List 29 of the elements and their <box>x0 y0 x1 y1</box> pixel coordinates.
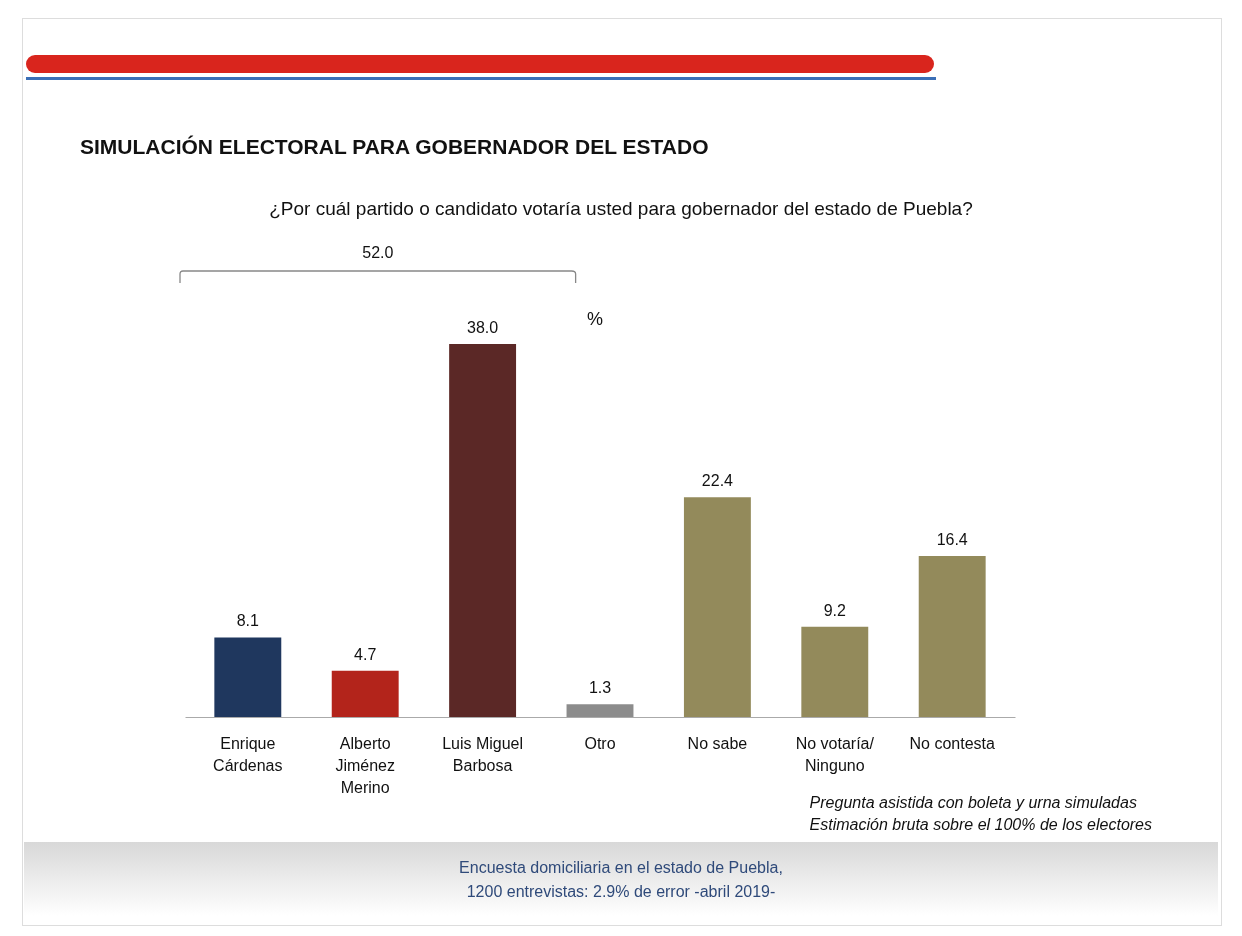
data-label: 4.7 <box>354 645 377 663</box>
text: Encuesta domiciliaria en el estado de Puebla, <box>458 858 784 878</box>
x-tick-label: Otro <box>584 734 616 752</box>
x-tick-label: Luis Miguel Barbosa <box>442 734 524 774</box>
text: Estimación bruta sobre el 100% de los electores <box>809 815 1152 835</box>
bar <box>449 344 517 717</box>
bar <box>801 626 869 717</box>
text: % <box>586 309 604 330</box>
x-tick-label: Alberto Jiménez Merino <box>335 734 395 796</box>
x-tick-label: Enrique Cárdenas <box>213 734 283 774</box>
text: 52.0 <box>361 244 395 262</box>
data-label: 16.4 <box>936 531 968 549</box>
bar <box>683 497 751 717</box>
bar <box>331 670 399 717</box>
x-tick-label: No contesta <box>909 734 995 752</box>
bar <box>214 637 282 717</box>
x-tick-label: No votaría/ Ninguno <box>795 734 875 774</box>
data-label: 38.0 <box>467 319 499 336</box>
bar <box>918 556 986 717</box>
bar <box>566 704 634 717</box>
chart-subtitle: ¿Por cuál partido o candidato votaría usted para gobernador del estado de Puebla? <box>268 198 974 220</box>
data-label: 1.3 <box>588 679 612 697</box>
x-tick-label: No sabe <box>687 734 748 752</box>
data-label: 9.2 <box>823 601 847 619</box>
chart-title: SIMULACIÓN ELECTORAL PARA GOBERNADOR DEL ESTADO <box>80 135 709 159</box>
text: 1200 entrevistas: 2.9% de error -abril 2019- <box>465 882 777 902</box>
data-label: 8.1 <box>236 612 260 630</box>
text: Pregunta asistida con boleta y urna simuladas <box>809 793 1138 813</box>
data-label: 22.4 <box>701 472 734 490</box>
